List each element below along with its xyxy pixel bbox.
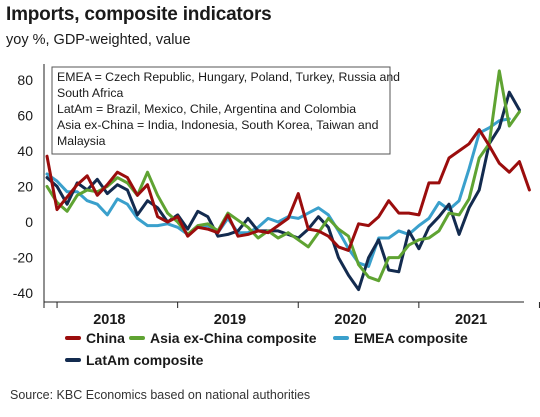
y-tick-label: -20 (13, 250, 33, 266)
y-tick-label: 60 (17, 107, 33, 123)
chart-series-lines (45, 69, 531, 292)
x-tick-label: 2018 (93, 312, 125, 328)
legend-label: LatAm composite (86, 352, 204, 368)
chart-axes: -40 -20 0 20 40 60 80 2018 2019 2020 2021 (13, 64, 540, 328)
note-line: South Africa (57, 86, 123, 100)
x-tick-label: 2019 (214, 312, 246, 328)
series-line-latam-composite (45, 90, 521, 292)
x-tick-label: 2021 (455, 312, 487, 328)
chart-subtitle: yoy %, GDP-weighted, value (6, 32, 191, 48)
note-line: EMEA = Czech Republic, Hungary, Poland, … (57, 70, 400, 84)
source-note: Source: KBC Economics based on national … (10, 388, 311, 402)
legend-item-china: China (65, 330, 125, 346)
legend-item-asia-ex-china-composite: Asia ex-China composite (129, 330, 317, 346)
chart-legend: China Asia ex-China composite EMEA composi… (65, 330, 468, 368)
legend-item-latam-composite: LatAm composite (65, 352, 204, 368)
note-line: LatAm = Brazil, Mexico, Chile, Argentina… (57, 102, 356, 116)
country-definitions-note: EMEA = Czech Republic, Hungary, Poland, … (51, 66, 400, 155)
legend-label: Asia ex-China composite (150, 330, 317, 346)
note-box (51, 66, 391, 155)
chart-title: Imports, composite indicators (6, 4, 272, 25)
legend-label: China (86, 330, 125, 346)
y-tick-label: 40 (17, 143, 33, 159)
series-line-emea-composite (45, 117, 511, 268)
note-line: Asia ex-China = India, Indonesia, South … (57, 118, 379, 132)
note-line: Malaysia (57, 134, 106, 148)
y-tick-label: 80 (17, 72, 33, 88)
y-tick-label: -40 (13, 285, 33, 301)
y-tick-label: 20 (17, 178, 33, 194)
legend-item-emea-composite: EMEA composite (333, 330, 468, 346)
series-line-asia-ex-china-composite (45, 69, 521, 283)
line-chart: -40 -20 0 20 40 60 80 2018 2019 2020 2021 EMEA = C… (13, 64, 540, 368)
y-tick-label: 0 (25, 214, 33, 230)
x-tick-label: 2020 (334, 312, 366, 328)
legend-label: EMEA composite (354, 330, 468, 346)
series-line-china (45, 128, 531, 252)
